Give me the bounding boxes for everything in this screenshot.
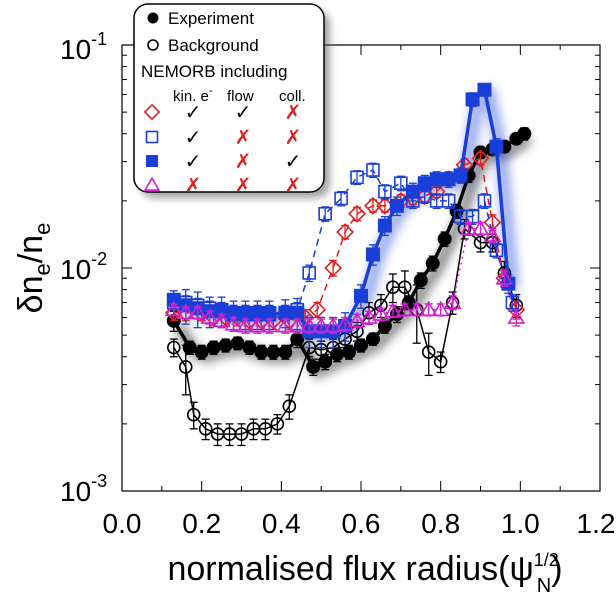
x-tick-label: 1.2 xyxy=(577,508,616,539)
check-icon: ✓ xyxy=(185,151,202,173)
legend-heading: NEMORB including xyxy=(141,62,287,81)
data-point xyxy=(378,219,391,232)
x-tick-label: 0.2 xyxy=(182,508,221,539)
legend: Experiment Background NEMORB including k… xyxy=(134,4,330,198)
x-tick-label: 0.8 xyxy=(421,508,460,539)
data-point xyxy=(438,232,451,245)
cross-icon: ✗ xyxy=(235,151,252,173)
legend-marker-experiment xyxy=(148,13,158,23)
x-tick-label: 0.0 xyxy=(103,508,142,539)
legend-row-marker xyxy=(147,156,158,167)
y-axis-title: δne/ne xyxy=(12,223,55,314)
check-icon: ✓ xyxy=(185,102,202,124)
data-point xyxy=(366,248,379,261)
y-tick-label: 10-2 xyxy=(60,249,107,285)
data-point xyxy=(518,127,531,140)
data-point xyxy=(307,360,320,373)
data-point xyxy=(466,93,479,106)
data-point xyxy=(366,333,379,346)
data-point xyxy=(490,140,503,153)
data-point xyxy=(454,169,467,182)
data-point xyxy=(430,173,443,186)
x-tick-label: 1.0 xyxy=(501,508,540,539)
data-point xyxy=(255,346,268,359)
check-icon: ✓ xyxy=(185,127,202,149)
data-point xyxy=(207,341,220,354)
cross-icon: ✗ xyxy=(285,175,302,197)
data-point xyxy=(406,185,419,198)
data-point xyxy=(231,337,244,350)
legend-label-background: Background xyxy=(168,36,259,55)
x-tick-labels: 0.0 0.2 0.4 0.6 0.8 1.0 1.2 xyxy=(103,508,616,539)
cross-icon: ✗ xyxy=(285,102,302,124)
cross-icon: ✗ xyxy=(235,127,252,149)
data-point xyxy=(267,346,280,359)
data-point xyxy=(390,199,403,212)
data-point xyxy=(219,339,232,352)
cross-icon: ✗ xyxy=(235,175,252,197)
x-tick-label: 0.4 xyxy=(262,508,301,539)
data-point xyxy=(418,177,431,190)
cross-icon: ✗ xyxy=(285,127,302,149)
data-point xyxy=(426,257,439,270)
data-point xyxy=(478,83,491,96)
data-point xyxy=(355,289,368,302)
data-point xyxy=(195,346,208,359)
data-point xyxy=(243,341,256,354)
data-point xyxy=(279,346,292,359)
data-point xyxy=(442,173,455,186)
x-axis-title: normalised flux radius(ψ1/2 N) xyxy=(167,550,562,597)
y-tick-label: 10-1 xyxy=(60,29,107,65)
cross-icon: ✗ xyxy=(185,175,202,197)
check-icon: ✓ xyxy=(235,102,252,124)
check-icon: ✓ xyxy=(285,151,302,173)
x-tick-label: 0.6 xyxy=(342,508,381,539)
y-tick-labels: 10-3 10-2 10-1 xyxy=(60,29,107,507)
y-tick-label: 10-3 xyxy=(60,471,107,507)
legend-label-experiment: Experiment xyxy=(168,9,254,28)
data-point xyxy=(291,333,304,346)
